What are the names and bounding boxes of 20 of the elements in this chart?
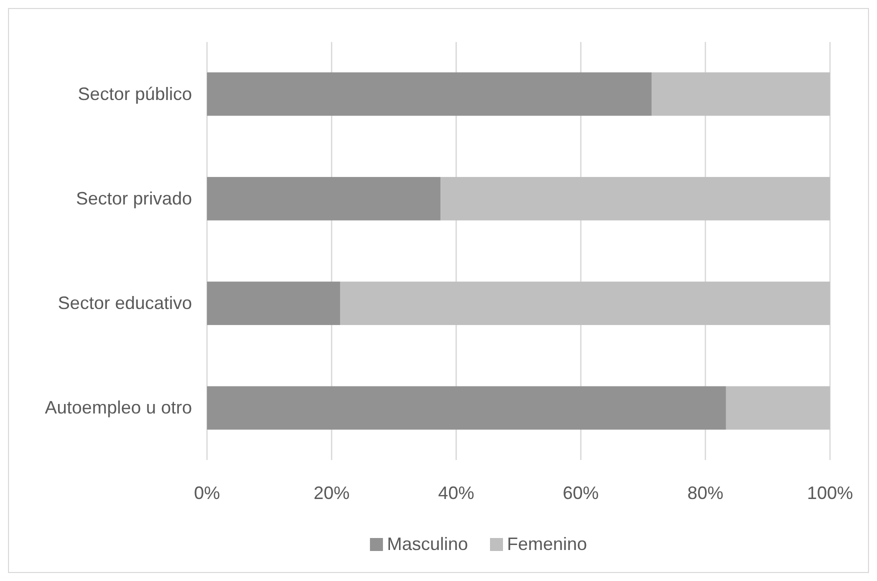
bar [207,386,726,430]
bar [440,176,830,220]
y-tick-label: Autoempleo u otro [44,398,192,418]
bar [207,176,441,220]
legend-label: Masculino [386,534,468,554]
x-tick-label: 80% [687,482,724,503]
y-tick-label: Sector público [78,84,192,104]
y-tick-label: Sector privado [76,188,192,208]
x-tick-label: 20% [314,482,350,503]
y-tick-label: Sector educativo [58,293,192,314]
bar [652,72,830,116]
bar [340,282,830,326]
bar [726,386,830,430]
bar [207,72,652,116]
bar [207,282,340,326]
x-tick-label: 40% [438,482,474,503]
x-tick-label: 0% [194,482,220,503]
x-tick-label: 60% [562,482,599,503]
x-tick-label: 100% [806,482,854,503]
legend-label: Femenino [507,534,588,554]
